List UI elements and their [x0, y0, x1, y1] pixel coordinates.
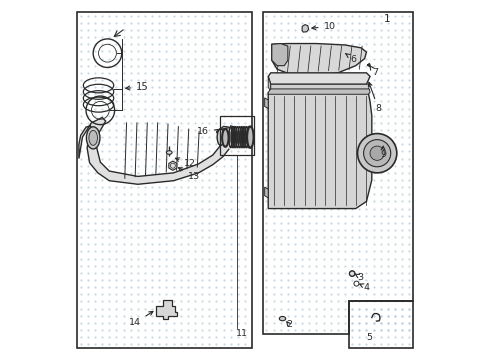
Text: 1: 1 [384, 14, 390, 23]
Text: 14: 14 [129, 311, 153, 327]
Text: 5: 5 [367, 333, 372, 342]
Ellipse shape [247, 126, 253, 148]
Circle shape [370, 146, 384, 160]
Text: 2: 2 [286, 320, 292, 329]
Text: 16: 16 [197, 126, 235, 136]
Polygon shape [302, 24, 309, 32]
Polygon shape [272, 44, 288, 66]
Polygon shape [265, 98, 268, 109]
Polygon shape [79, 117, 234, 184]
Polygon shape [268, 76, 270, 91]
Ellipse shape [89, 130, 98, 145]
Circle shape [358, 134, 397, 173]
Polygon shape [265, 187, 268, 198]
Bar [220, 116, 254, 155]
Ellipse shape [222, 129, 228, 147]
Polygon shape [272, 44, 367, 76]
Text: 10: 10 [312, 22, 336, 31]
Polygon shape [268, 89, 370, 94]
Text: 8: 8 [368, 82, 381, 113]
Text: 12: 12 [175, 158, 196, 168]
Text: 3: 3 [355, 273, 364, 282]
Text: 11: 11 [236, 329, 248, 338]
Ellipse shape [217, 129, 224, 145]
Ellipse shape [279, 316, 286, 321]
Text: 9: 9 [380, 146, 386, 159]
Polygon shape [270, 84, 370, 91]
Text: 7: 7 [369, 66, 378, 77]
Ellipse shape [349, 271, 355, 276]
Text: 4: 4 [360, 283, 369, 292]
Circle shape [364, 140, 391, 167]
Text: 6: 6 [345, 54, 357, 64]
Bar [77, 12, 252, 348]
Polygon shape [156, 300, 177, 319]
Ellipse shape [86, 127, 100, 149]
Polygon shape [268, 73, 370, 84]
Ellipse shape [167, 151, 172, 154]
Polygon shape [268, 93, 372, 208]
Bar [348, 301, 413, 348]
Text: 13: 13 [178, 168, 200, 181]
Text: 15: 15 [126, 82, 149, 92]
